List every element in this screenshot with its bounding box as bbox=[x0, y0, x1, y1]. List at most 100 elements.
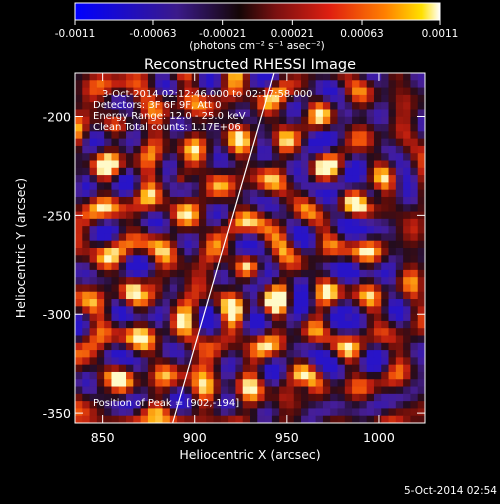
heatmap-cell bbox=[82, 116, 90, 125]
heatmap-cell bbox=[250, 299, 258, 307]
heatmap-cell bbox=[264, 80, 273, 88]
heatmap-cell bbox=[228, 204, 236, 212]
heatmap-cell bbox=[118, 160, 127, 169]
heatmap-cell bbox=[118, 109, 127, 118]
heatmap-cell bbox=[279, 248, 287, 256]
heatmap-cell bbox=[330, 175, 338, 183]
heatmap-cell bbox=[322, 182, 331, 191]
heatmap-cell bbox=[410, 386, 419, 395]
heatmap-cell bbox=[169, 145, 178, 154]
heatmap-cell bbox=[271, 386, 280, 395]
heatmap-cell bbox=[308, 196, 317, 205]
heatmap-cell bbox=[155, 116, 163, 125]
heatmap-cell bbox=[111, 145, 120, 154]
heatmap-cell bbox=[133, 124, 142, 132]
heatmap-cell bbox=[264, 109, 273, 118]
heatmap-cell bbox=[242, 306, 251, 315]
heatmap-cell bbox=[162, 393, 171, 402]
heatmap-cell bbox=[184, 182, 193, 191]
heatmap-cell bbox=[177, 328, 185, 336]
heatmap-cell bbox=[352, 306, 360, 315]
heatmap-cell bbox=[169, 320, 178, 329]
heatmap-cell bbox=[403, 299, 411, 307]
heatmap-cell bbox=[271, 335, 280, 344]
heatmap-cell bbox=[301, 204, 309, 212]
heatmap-cell bbox=[337, 379, 346, 387]
heatmap-cell bbox=[213, 226, 222, 234]
annotation-detectors: Detectors: 3F 6F 9F, Att 0 bbox=[93, 100, 221, 111]
heatmap-cell bbox=[381, 306, 389, 315]
heatmap-cell bbox=[82, 109, 90, 118]
heatmap-cell bbox=[337, 284, 346, 293]
heatmap-cell bbox=[118, 80, 127, 88]
heatmap-cell bbox=[118, 357, 127, 366]
heatmap-cell bbox=[184, 138, 193, 147]
heatmap-cell bbox=[213, 306, 222, 315]
heatmap-cell bbox=[235, 248, 244, 256]
heatmap-cell bbox=[271, 401, 280, 409]
heatmap-cell bbox=[104, 291, 112, 300]
heatmap-cell bbox=[257, 226, 265, 234]
heatmap-cell bbox=[169, 233, 178, 242]
heatmap-cell bbox=[177, 109, 185, 118]
heatmap-cell bbox=[126, 182, 134, 191]
heatmap-cell bbox=[352, 364, 360, 373]
heatmap-cell bbox=[177, 415, 185, 423]
heatmap-cell bbox=[337, 124, 346, 132]
heatmap-cell bbox=[271, 204, 280, 212]
heatmap-cell bbox=[388, 138, 397, 147]
heatmap-cell bbox=[293, 342, 302, 351]
heatmap-cell bbox=[286, 415, 295, 423]
heatmap-cell bbox=[344, 124, 353, 132]
heatmap-cell bbox=[75, 248, 83, 256]
heatmap-cell bbox=[184, 284, 193, 293]
heatmap-cell bbox=[279, 379, 287, 387]
heatmap-cell bbox=[75, 335, 83, 344]
heatmap-cell bbox=[301, 226, 309, 234]
heatmap-cell bbox=[191, 386, 200, 395]
heatmap-cell bbox=[191, 138, 200, 147]
heatmap-cell bbox=[271, 80, 280, 88]
heatmap-cell bbox=[82, 313, 90, 322]
heatmap-cell bbox=[118, 153, 127, 161]
heatmap-cell bbox=[315, 226, 324, 234]
heatmap-cell bbox=[279, 80, 287, 88]
heatmap-cell bbox=[395, 167, 404, 176]
heatmap-cell bbox=[147, 189, 156, 198]
heatmap-cell bbox=[264, 196, 273, 205]
heatmap-cell bbox=[403, 138, 411, 147]
heatmap-cell bbox=[206, 102, 214, 110]
heatmap-cell bbox=[104, 131, 112, 140]
heatmap-cell bbox=[417, 80, 425, 88]
heatmap-cell bbox=[359, 102, 368, 110]
heatmap-cell bbox=[308, 291, 317, 300]
heatmap-cell bbox=[82, 335, 90, 344]
heatmap-cell bbox=[381, 401, 389, 409]
heatmap-cell bbox=[104, 87, 112, 96]
heatmap-cell bbox=[89, 196, 98, 205]
heatmap-cell bbox=[155, 218, 163, 227]
heatmap-cell bbox=[410, 284, 419, 293]
heatmap-cell bbox=[293, 306, 302, 315]
heatmap-cell bbox=[82, 350, 90, 358]
heatmap-cell bbox=[344, 248, 353, 256]
heatmap-cell bbox=[286, 124, 295, 132]
heatmap-cell bbox=[147, 204, 156, 212]
heatmap-cell bbox=[279, 138, 287, 147]
heatmap-cell bbox=[118, 218, 127, 227]
heatmap-cell bbox=[271, 320, 280, 329]
heatmap-cell bbox=[315, 124, 324, 132]
heatmap-cell bbox=[82, 182, 90, 191]
heatmap-cell bbox=[228, 94, 236, 103]
heatmap-cell bbox=[366, 204, 375, 212]
heatmap-cell bbox=[322, 313, 331, 322]
heatmap-cell bbox=[381, 328, 389, 336]
heatmap-cell bbox=[381, 138, 389, 147]
heatmap-cell bbox=[147, 401, 156, 409]
heatmap-cell bbox=[301, 262, 309, 271]
heatmap-cell bbox=[147, 80, 156, 88]
heatmap-cell bbox=[228, 401, 236, 409]
heatmap-cell bbox=[198, 350, 207, 358]
heatmap-cell bbox=[388, 116, 397, 125]
heatmap-cell bbox=[126, 320, 134, 329]
